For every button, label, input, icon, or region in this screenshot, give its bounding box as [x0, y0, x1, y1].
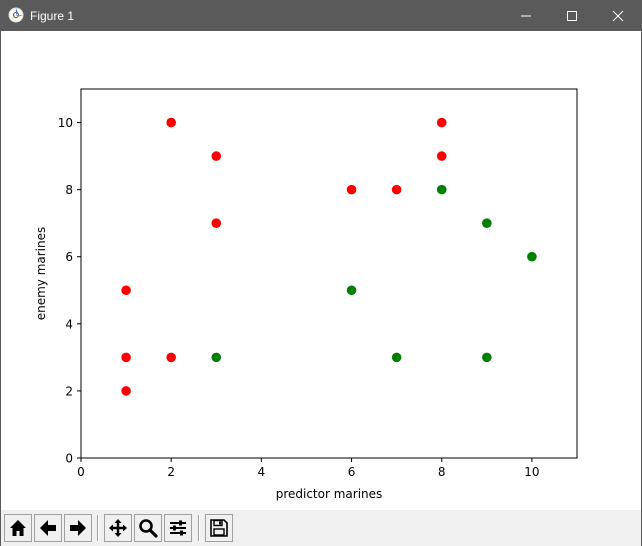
- x-tick-label: 0: [77, 465, 85, 479]
- x-tick-label: 10: [524, 465, 539, 479]
- close-button[interactable]: [595, 0, 641, 31]
- matplotlib-icon: [8, 7, 24, 23]
- minimize-icon: [521, 15, 531, 17]
- x-tick-label: 4: [258, 465, 266, 479]
- data-point-red: [166, 117, 176, 128]
- close-icon: [612, 10, 624, 22]
- save-button[interactable]: [205, 514, 233, 542]
- sliders-icon: [170, 520, 186, 536]
- toolbar-separator: [198, 515, 200, 541]
- zoom-button[interactable]: [134, 514, 162, 542]
- y-tick-label: 6: [65, 250, 73, 264]
- data-point-green: [482, 352, 492, 363]
- data-point-red: [121, 386, 131, 396]
- data-point-red: [211, 218, 222, 228]
- toolbar-separator: [97, 515, 99, 541]
- plot-frame: [80, 88, 578, 459]
- data-point-red: [211, 151, 222, 161]
- forward-button[interactable]: [64, 514, 92, 542]
- data-point-green: [482, 218, 492, 228]
- y-tick-label: 10: [58, 116, 73, 130]
- floppy-disk-icon: [210, 519, 228, 537]
- x-tick-label: 2: [167, 465, 175, 479]
- home-button[interactable]: [4, 514, 32, 542]
- data-point-red: [166, 352, 176, 363]
- x-axis-label: predictor marines: [276, 487, 383, 501]
- data-point-red: [121, 285, 131, 296]
- data-point-red: [391, 184, 402, 195]
- data-point-red: [121, 352, 131, 363]
- data-point-red: [436, 151, 447, 161]
- data-point-green: [211, 352, 222, 363]
- y-tick-label: 4: [65, 317, 73, 331]
- subplots-button[interactable]: [164, 514, 192, 542]
- data-point-green: [436, 184, 447, 195]
- data-point-green: [346, 285, 357, 296]
- pan-button[interactable]: [104, 514, 132, 542]
- arrow-left-icon: [40, 520, 56, 536]
- scatter-chart: 0 2 4 6 8 10 0 2 4 6 8 10 predictor marines enemy mar…: [34, 88, 578, 501]
- x-tick-label: 8: [438, 465, 446, 479]
- home-icon: [10, 520, 26, 536]
- y-tick-label: 8: [65, 183, 73, 197]
- magnifier-icon: [139, 519, 158, 538]
- maximize-button[interactable]: [549, 0, 595, 31]
- navigation-toolbar: [0, 510, 642, 546]
- figure-canvas[interactable]: 0 2 4 6 8 10 0 2 4 6 8 10 predictor marines enemy mar…: [0, 31, 642, 510]
- data-point-green: [527, 251, 537, 262]
- window-titlebar: Figure 1: [0, 0, 642, 31]
- minimize-button[interactable]: [503, 0, 549, 31]
- x-tick-label: 6: [348, 465, 356, 479]
- maximize-icon: [567, 11, 577, 21]
- window-title: Figure 1: [30, 9, 75, 23]
- move-icon: [109, 519, 127, 537]
- arrow-right-icon: [70, 520, 86, 536]
- data-point-green: [391, 352, 402, 363]
- data-point-red: [346, 184, 357, 195]
- data-point-red: [436, 117, 447, 128]
- window-border-left: [0, 31, 1, 546]
- y-tick-label: 2: [65, 384, 73, 398]
- y-axis-label: enemy marines: [34, 227, 48, 321]
- back-button[interactable]: [34, 514, 62, 542]
- y-tick-label: 0: [65, 452, 73, 466]
